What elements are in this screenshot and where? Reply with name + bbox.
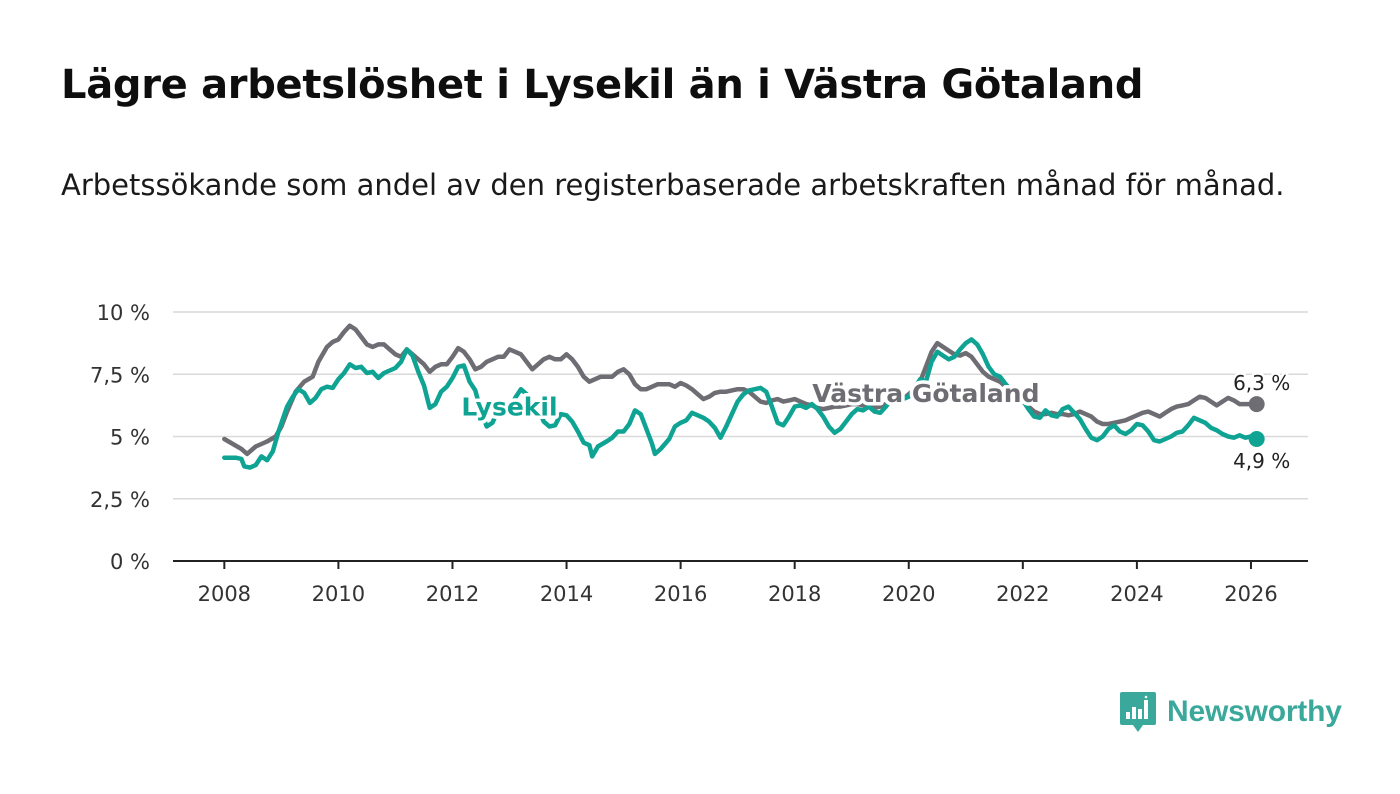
chart-subtitle: Arbetssökande som andel av den registerb… xyxy=(61,168,1285,202)
series-name-label: Lysekil xyxy=(461,393,557,422)
x-tick-label: 2012 xyxy=(426,582,479,606)
x-tick-label: 2008 xyxy=(198,582,251,606)
chart-title: Lägre arbetslöshet i Lysekil än i Västra… xyxy=(61,62,1144,108)
y-tick-label: 2,5 % xyxy=(90,488,150,512)
y-tick-label: 7,5 % xyxy=(90,363,150,387)
x-tick-label: 2018 xyxy=(768,582,821,606)
brand-name: Newsworthy xyxy=(1167,695,1342,728)
x-tick-label: 2026 xyxy=(1224,582,1277,606)
y-tick-label: 0 % xyxy=(110,550,150,574)
y-tick-label: 5 % xyxy=(110,426,150,450)
x-tick-label: 2024 xyxy=(1110,582,1163,606)
x-tick-label: 2010 xyxy=(312,582,365,606)
brand-logo: Newsworthy xyxy=(1119,690,1342,734)
series-line xyxy=(222,323,1259,457)
bar-chart-speech-bubble-icon xyxy=(1120,692,1156,732)
x-tick-label: 2022 xyxy=(996,582,1049,606)
series-end-marker xyxy=(1248,396,1265,413)
x-tick-label: 2014 xyxy=(540,582,593,606)
y-tick-label: 10 % xyxy=(97,301,150,325)
x-tick-label: 2020 xyxy=(882,582,935,606)
series-line xyxy=(222,337,1259,470)
series-end-label: 4,9 % xyxy=(1233,449,1290,473)
x-tick-label: 2016 xyxy=(654,582,707,606)
series-end-marker xyxy=(1248,430,1265,447)
series-end-label: 6,3 % xyxy=(1233,371,1290,395)
series-name-label: Västra Götaland xyxy=(812,379,1039,408)
